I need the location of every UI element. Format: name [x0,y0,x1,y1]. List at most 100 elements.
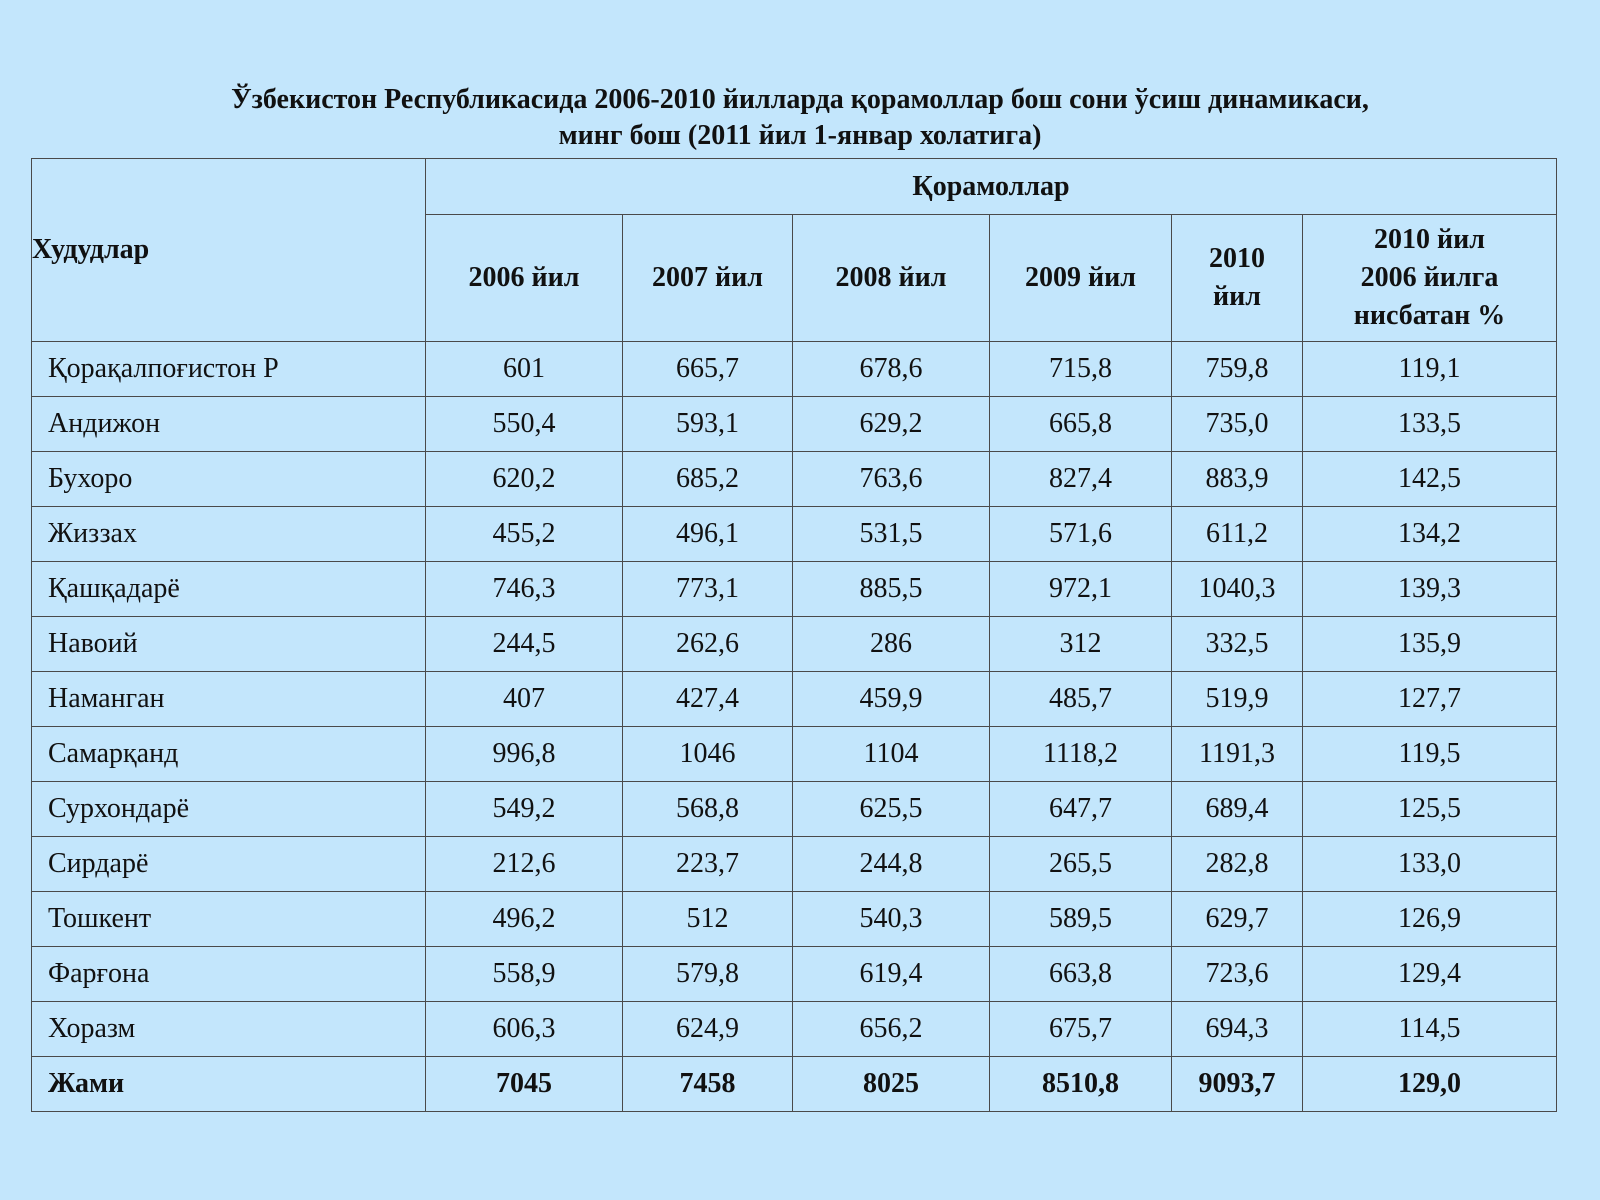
year-header-2010-line2: йил [1213,281,1261,312]
value-cell-2007: 512 [622,891,793,947]
ratio-cell: 139,3 [1301,561,1558,617]
region-cell: Самарқанд [31,726,426,782]
value-cell-2006: 549,2 [425,781,623,837]
value-cell-2009: 665,8 [989,396,1172,452]
value-cell-2007: 593,1 [622,396,793,452]
group-header: Қорамоллар [424,158,1558,215]
region-cell: Қашқадарё [31,561,426,617]
region-cell: Сирдарё [31,836,426,892]
value-cell-2008: 244,8 [792,836,990,892]
value-cell-2007: 427,4 [622,671,793,727]
value-cell-2009: 571,6 [989,506,1172,562]
value-cell-2006: 606,3 [425,1001,623,1057]
value-cell-2009: 715,8 [989,341,1172,397]
value-cell-2007: 685,2 [622,451,793,507]
year-header-2008: 2008 йил [792,214,990,342]
value-cell-2006: 407 [425,671,623,727]
total-cell-2009: 8510,8 [989,1056,1172,1112]
ratio-cell: 119,1 [1301,341,1558,397]
table-row: Фарғона 558,9 579,8 619,4 663,8 723,6 12… [31,946,1558,1002]
region-cell: Хоразм [31,1001,426,1057]
value-cell-2009: 647,7 [989,781,1172,837]
year-header-2010: 2010 йил [1171,214,1303,342]
year-header-2010-line1: 2010 [1209,243,1265,274]
table-row: Қорақалпоғистон Р 601 665,7 678,6 715,8 … [31,341,1558,397]
table-row: Қашқадарё 746,3 773,1 885,5 972,1 1040,3… [31,561,1558,617]
ratio-header-line2: 2006 йилга [1360,262,1499,293]
value-cell-2010: 883,9 [1171,451,1303,507]
value-cell-2009: 663,8 [989,946,1172,1002]
value-cell-2008: 678,6 [792,341,990,397]
table-row: Тошкент 496,2 512 540,3 589,5 629,7 126,… [31,891,1558,947]
region-cell: Андижон [31,396,426,452]
value-cell-2006: 244,5 [425,616,623,672]
year-header-2007: 2007 йил [622,214,793,342]
table-row: Андижон 550,4 593,1 629,2 665,8 735,0 13… [31,396,1558,452]
title-line-1: Ўзбекистон Республикасида 2006-2010 йилл… [231,84,1369,115]
value-cell-2009: 485,7 [989,671,1172,727]
value-cell-2007: 568,8 [622,781,793,837]
value-cell-2007: 496,1 [622,506,793,562]
ratio-header-line3: нисбатан % [1353,300,1506,331]
region-cell: Наманган [31,671,426,727]
value-cell-2006: 212,6 [425,836,623,892]
value-cell-2007: 773,1 [622,561,793,617]
table-row: Сирдарё 212,6 223,7 244,8 265,5 282,8 13… [31,836,1558,892]
ratio-header-line1: 2010 йил [1374,224,1486,255]
value-cell-2010: 519,9 [1171,671,1303,727]
region-cell: Қорақалпоғистон Р [31,341,426,397]
total-row: Жами 7045 7458 8025 8510,8 9093,7 129,0 [31,1056,1558,1112]
title-line-2: минг бош (2011 йил 1-январ холатига) [558,120,1042,151]
ratio-cell: 133,5 [1301,396,1558,452]
value-cell-2009: 265,5 [989,836,1172,892]
ratio-cell: 125,5 [1301,781,1558,837]
ratio-cell: 135,9 [1301,616,1558,672]
cattle-table: Худудлар Қорамоллар 2006 йил 2007 йил 20… [31,158,1558,1112]
total-ratio-cell: 129,0 [1301,1056,1558,1112]
value-cell-2006: 996,8 [425,726,623,782]
value-cell-2008: 763,6 [792,451,990,507]
region-cell: Навоий [31,616,426,672]
ratio-cell: 119,5 [1301,726,1558,782]
ratio-cell: 133,0 [1301,836,1558,892]
ratio-cell: 126,9 [1301,891,1558,947]
value-cell-2010: 689,4 [1171,781,1303,837]
value-cell-2007: 665,7 [622,341,793,397]
table-row: Хоразм 606,3 624,9 656,2 675,7 694,3 114… [31,1001,1558,1057]
value-cell-2010: 1040,3 [1171,561,1303,617]
total-cell-2007: 7458 [622,1056,793,1112]
value-cell-2007: 262,6 [622,616,793,672]
table-row: Наманган 407 427,4 459,9 485,7 519,9 127… [31,671,1558,727]
value-cell-2007: 579,8 [622,946,793,1002]
value-cell-2008: 531,5 [792,506,990,562]
value-cell-2008: 459,9 [792,671,990,727]
value-cell-2010: 629,7 [1171,891,1303,947]
year-header-2009: 2009 йил [989,214,1172,342]
value-cell-2009: 312 [989,616,1172,672]
value-cell-2010: 332,5 [1171,616,1303,672]
region-cell: Бухоро [31,451,426,507]
value-cell-2006: 550,4 [425,396,623,452]
value-cell-2006: 620,2 [425,451,623,507]
value-cell-2009: 972,1 [989,561,1172,617]
value-cell-2010: 282,8 [1171,836,1303,892]
value-cell-2007: 1046 [622,726,793,782]
value-cell-2010: 1191,3 [1171,726,1303,782]
table-row: Самарқанд 996,8 1046 1104 1118,2 1191,3 … [31,726,1558,782]
value-cell-2010: 759,8 [1171,341,1303,397]
region-cell: Сурхондарё [31,781,426,837]
value-cell-2006: 455,2 [425,506,623,562]
value-cell-2009: 675,7 [989,1001,1172,1057]
value-cell-2008: 286 [792,616,990,672]
value-cell-2009: 1118,2 [989,726,1172,782]
total-cell-2010: 9093,7 [1171,1056,1303,1112]
total-label-cell: Жами [31,1056,426,1112]
ratio-cell: 142,5 [1301,451,1558,507]
page-title: Ўзбекистон Республикасида 2006-2010 йилл… [0,82,1600,154]
value-cell-2006: 746,3 [425,561,623,617]
ratio-cell: 134,2 [1301,506,1558,562]
ratio-cell: 127,7 [1301,671,1558,727]
table-row: Бухоро 620,2 685,2 763,6 827,4 883,9 142… [31,451,1558,507]
value-cell-2010: 735,0 [1171,396,1303,452]
value-cell-2010: 723,6 [1171,946,1303,1002]
